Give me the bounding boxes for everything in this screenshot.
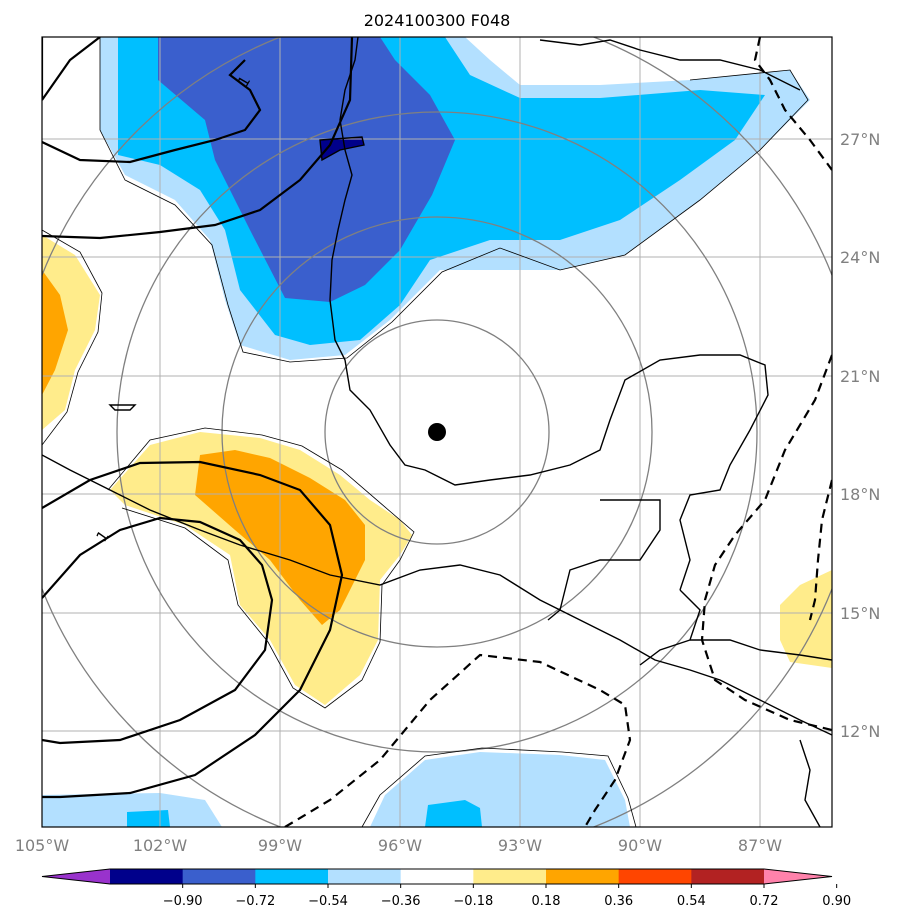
- graticule: [42, 37, 832, 827]
- y-tick-27N: 27°N: [840, 130, 880, 149]
- x-tick-96W: 96°W: [378, 836, 422, 855]
- x-axis-labels: 105°W 102°W 99°W 96°W 93°W 90°W 87°W: [15, 836, 782, 855]
- colorbar-swatch: [182, 869, 256, 884]
- colorbar: −0.90 −0.72 −0.54 −0.36 −0.18 0.18 0.36 0.54 0.7…: [41, 868, 851, 909]
- shade-lt-yellow-east: [780, 570, 832, 668]
- y-axis-labels: 27°N 24°N 21°N 18°N 15°N 12°N: [840, 130, 880, 741]
- colorbar-outline: [41, 868, 833, 885]
- shade-lt-yellow-west: [42, 235, 100, 430]
- x-tick-99W: 99°W: [258, 836, 302, 855]
- y-tick-21N: 21°N: [840, 367, 880, 386]
- shade-royal-north: [158, 37, 455, 302]
- colorbar-tick-label: −0.36: [381, 894, 421, 909]
- colorbar-swatch: [546, 869, 620, 884]
- shade-orange-west: [42, 270, 68, 395]
- colorbar-tick-label: 0.54: [677, 894, 706, 909]
- colorbar-tick-label: 0.18: [532, 894, 561, 909]
- colorbar-swatch: [400, 869, 474, 884]
- thin-contour-center: [107, 427, 415, 709]
- x-tick-87W: 87°W: [738, 836, 782, 855]
- y-tick-18N: 18°N: [840, 485, 880, 504]
- colorbar-swatch: [618, 869, 692, 884]
- thin-contour-west: [42, 229, 103, 446]
- map-content: 1 1: [42, 37, 832, 827]
- colorbar-tick-label: 0.90: [822, 894, 851, 909]
- colorbar-tick-label: 0.72: [750, 894, 779, 909]
- y-tick-24N: 24°N: [840, 248, 880, 267]
- shade-lt-blue-south: [42, 793, 222, 827]
- colorbar-tick-label: −0.72: [235, 894, 275, 909]
- shade-cyan-south: [425, 800, 482, 827]
- colorbar-extend-low: [42, 869, 110, 884]
- y-tick-15N: 15°N: [840, 604, 880, 623]
- positive-contours: [42, 37, 354, 799]
- storm-center-marker: [428, 423, 446, 441]
- colorbar-tick-label: −0.90: [163, 894, 203, 909]
- map-title: 2024100300 F048: [364, 11, 511, 30]
- colorbar-swatch: [110, 869, 184, 884]
- colorbar-extend-high: [764, 869, 832, 884]
- range-rings: [42, 37, 832, 827]
- y-tick-12N: 12°N: [840, 722, 880, 741]
- colorbar-swatch: [473, 869, 547, 884]
- x-tick-105W: 105°W: [15, 836, 70, 855]
- colorbar-tick-label: −0.18: [453, 894, 493, 909]
- thin-contour-north: [99, 37, 809, 363]
- map-frame: [41, 36, 833, 828]
- negative-contours: [284, 37, 832, 827]
- colorbar-swatch: [255, 869, 329, 884]
- colorbar-tick-label: 0.36: [604, 894, 633, 909]
- thin-contour-south: [361, 747, 637, 827]
- x-tick-90W: 90°W: [618, 836, 662, 855]
- colorbar-swatch: [691, 869, 765, 884]
- colorbar-swatch: [328, 869, 402, 884]
- x-tick-93W: 93°W: [498, 836, 542, 855]
- x-tick-102W: 102°W: [133, 836, 188, 855]
- coastlines: [42, 37, 832, 827]
- colorbar-tick-label: −0.54: [308, 894, 348, 909]
- shade-cyan-sw: [127, 810, 170, 827]
